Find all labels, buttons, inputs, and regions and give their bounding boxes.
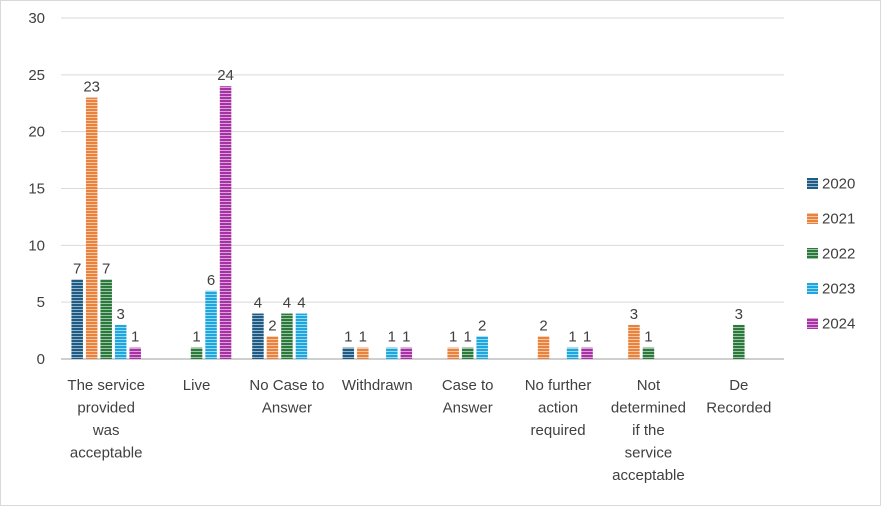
legend-label-2021: 2021 <box>822 211 855 228</box>
y-tick-label: 20 <box>28 124 45 141</box>
y-tick-label: 5 <box>37 294 45 311</box>
x-category-label: No further action required <box>525 377 592 439</box>
legend-swatch-2021 <box>807 213 818 224</box>
data-label: 1 <box>388 329 396 346</box>
data-label: 7 <box>102 260 110 277</box>
data-label: 4 <box>254 295 262 312</box>
legend-swatch-2023 <box>807 283 818 294</box>
x-category-label: Case to Answer <box>442 377 494 417</box>
bar-2022 <box>733 324 745 359</box>
bar-2021 <box>447 347 459 359</box>
bar-2021 <box>85 97 98 360</box>
bar-2023 <box>386 347 398 359</box>
y-axis: 0 5 10 15 20 25 30 <box>28 10 45 368</box>
y-tick-label: 0 <box>37 351 45 368</box>
data-label: 1 <box>449 329 457 346</box>
bar-2024 <box>400 347 413 359</box>
x-category-label: Withdrawn <box>342 377 413 394</box>
data-label: 4 <box>283 295 291 312</box>
x-axis: The service provided was acceptable Live No C… <box>67 377 771 484</box>
y-tick-label: 25 <box>28 67 45 84</box>
bars <box>71 86 745 360</box>
data-label: 1 <box>402 329 410 346</box>
bar-2020 <box>71 279 83 359</box>
bar-2023 <box>114 324 127 359</box>
bar-2022 <box>642 347 655 359</box>
data-label: 1 <box>644 329 652 346</box>
legend-label-2022: 2022 <box>822 246 855 263</box>
data-label: 3 <box>117 306 125 323</box>
data-label: 1 <box>344 329 352 346</box>
legend-swatch-2024 <box>807 318 818 329</box>
bar-2022 <box>100 279 112 359</box>
data-label: 1 <box>192 329 200 346</box>
data-label: 24 <box>217 67 234 84</box>
bar-2024 <box>219 86 232 359</box>
bar-2021 <box>628 324 640 359</box>
data-label: 1 <box>568 329 576 346</box>
data-label: 7 <box>73 260 81 277</box>
legend: 2020 2021 2022 2023 2024 <box>807 176 855 333</box>
y-tick-label: 15 <box>28 181 45 198</box>
bar-2023 <box>295 313 308 359</box>
data-label: 3 <box>735 306 743 323</box>
data-label: 6 <box>207 272 215 289</box>
bar-2024 <box>129 347 141 359</box>
bar-2023 <box>205 290 217 359</box>
bar-2023 <box>566 347 579 359</box>
x-category-label: Live <box>183 377 211 394</box>
bar-2024 <box>581 347 593 359</box>
data-label: 2 <box>268 317 276 334</box>
legend-swatch-2020 <box>807 178 818 189</box>
data-label: 1 <box>359 329 367 346</box>
x-category-label: Not determined if the service acceptable <box>611 377 686 484</box>
x-category-label: The service provided was acceptable <box>67 377 145 462</box>
bar-2021 <box>266 336 279 359</box>
data-label: 3 <box>630 306 638 323</box>
data-label: 1 <box>464 329 472 346</box>
x-category-label: No Case to Answer <box>249 377 324 417</box>
bar-2022 <box>190 347 203 359</box>
legend-label-2023: 2023 <box>822 281 855 298</box>
y-tick-label: 30 <box>28 10 45 27</box>
legend-label-2020: 2020 <box>822 176 855 193</box>
x-category-label: De Recorded <box>706 377 771 417</box>
data-label: 2 <box>478 317 486 334</box>
legend-swatch-2022 <box>807 248 818 259</box>
bar-2023 <box>476 336 488 359</box>
legend-label-2024: 2024 <box>822 316 855 333</box>
bar-2022 <box>461 347 474 359</box>
data-label: 2 <box>539 317 547 334</box>
bar-2022 <box>281 313 293 359</box>
bar-2020 <box>252 313 264 359</box>
y-tick-label: 10 <box>28 237 45 254</box>
data-label: 4 <box>297 295 305 312</box>
data-label: 23 <box>83 79 100 96</box>
data-label: 1 <box>131 329 139 346</box>
gridlines <box>61 17 784 360</box>
bar-2020 <box>342 347 355 359</box>
bar-2021 <box>357 347 369 359</box>
bar-2021 <box>537 336 550 359</box>
data-label: 1 <box>583 329 591 346</box>
